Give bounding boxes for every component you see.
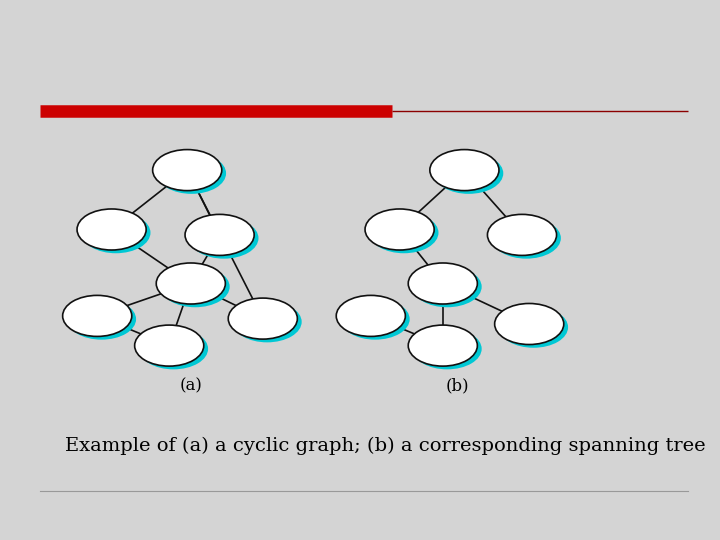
Ellipse shape xyxy=(77,209,146,250)
Ellipse shape xyxy=(413,328,482,369)
Ellipse shape xyxy=(430,150,499,191)
Ellipse shape xyxy=(413,266,482,307)
Ellipse shape xyxy=(161,266,230,307)
Ellipse shape xyxy=(228,298,297,339)
Ellipse shape xyxy=(434,153,503,194)
Ellipse shape xyxy=(139,328,208,369)
Ellipse shape xyxy=(189,218,258,259)
Ellipse shape xyxy=(499,307,568,348)
Ellipse shape xyxy=(67,299,136,340)
Ellipse shape xyxy=(156,263,225,304)
Text: (b): (b) xyxy=(446,377,469,395)
Ellipse shape xyxy=(487,214,557,255)
Ellipse shape xyxy=(81,212,150,253)
Ellipse shape xyxy=(63,295,132,336)
Ellipse shape xyxy=(153,150,222,191)
Ellipse shape xyxy=(135,325,204,366)
Ellipse shape xyxy=(369,212,438,253)
Ellipse shape xyxy=(408,325,477,366)
Ellipse shape xyxy=(492,218,561,259)
Ellipse shape xyxy=(365,209,434,250)
Ellipse shape xyxy=(341,299,410,340)
Ellipse shape xyxy=(408,263,477,304)
Text: (a): (a) xyxy=(179,377,202,395)
Ellipse shape xyxy=(495,303,564,345)
Text: Example of (a) a cyclic graph; (b) a corresponding spanning tree: Example of (a) a cyclic graph; (b) a cor… xyxy=(65,436,706,455)
Ellipse shape xyxy=(336,295,405,336)
Ellipse shape xyxy=(185,214,254,255)
Ellipse shape xyxy=(233,301,302,342)
Ellipse shape xyxy=(157,153,226,194)
